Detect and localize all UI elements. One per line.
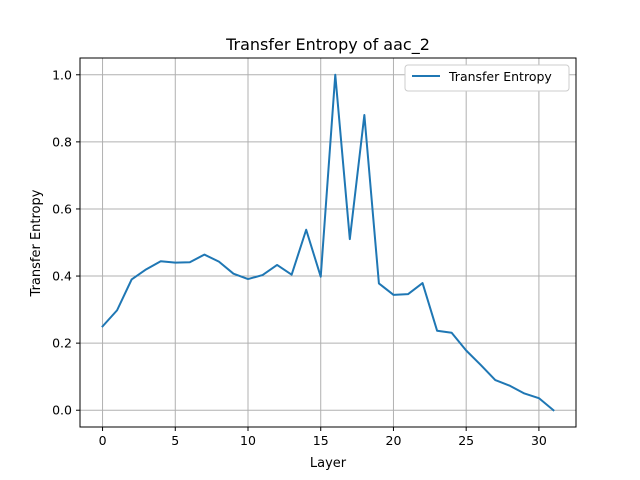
x-tick-label: 0: [99, 433, 107, 448]
grid-lines: [80, 58, 576, 427]
y-axis-label: Transfer Entropy: [29, 189, 44, 297]
series-lines: [101, 73, 555, 412]
plot-frame: [79, 57, 577, 428]
y-tick-label: 0.0: [52, 403, 72, 418]
x-tick-label: 5: [171, 433, 179, 448]
legend-label-transfer-entropy: Transfer Entropy: [448, 69, 552, 84]
series-line-transfer-entropy: [101, 73, 555, 412]
chart-title: Transfer Entropy of aac_2: [225, 35, 430, 55]
y-axis-ticks: 0.0 0.2 0.4 0.6 0.8 1.0: [52, 67, 80, 418]
y-tick-label: 1.0: [52, 67, 72, 82]
y-tick-label: 0.8: [52, 134, 72, 149]
y-tick-label: 0.2: [52, 336, 72, 351]
x-axis-ticks: 0 5 10 15 20 25 30: [99, 427, 547, 448]
legend: Transfer Entropy: [404, 64, 570, 92]
y-tick-label: 0.6: [52, 201, 72, 216]
legend-box: [404, 64, 570, 92]
x-tick-label: 10: [240, 433, 256, 448]
x-tick-label: 15: [313, 433, 329, 448]
y-tick-label: 0.4: [52, 269, 72, 284]
x-tick-label: 25: [458, 433, 474, 448]
x-axis-label: Layer: [310, 456, 347, 471]
x-tick-label: 20: [386, 433, 402, 448]
x-tick-label: 30: [531, 433, 547, 448]
